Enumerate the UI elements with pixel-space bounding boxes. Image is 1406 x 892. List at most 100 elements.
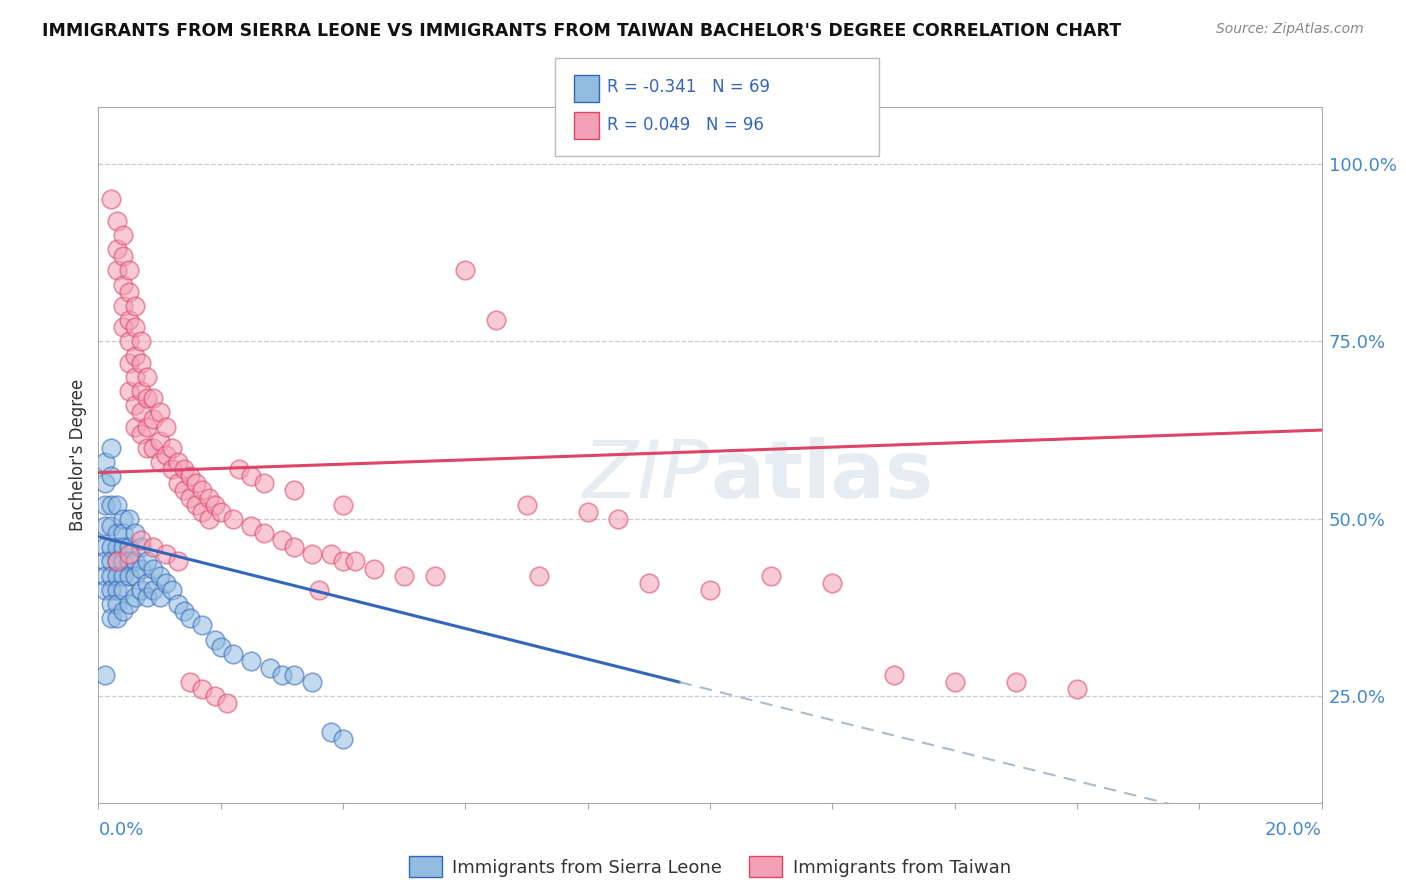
Point [308,582,330,597]
Point [93,554,115,568]
Point [173,604,195,618]
Point [93,668,115,682]
Point [252,476,274,491]
Point [179,675,201,690]
Point [392,568,416,582]
Point [332,498,354,512]
Point [124,299,146,313]
Point [136,554,159,568]
Point [179,611,201,625]
Point [111,227,134,242]
Point [118,334,141,349]
Point [186,498,208,512]
Point [124,554,146,568]
Point [118,263,141,277]
Point [129,334,152,349]
Point [111,249,134,263]
Point [576,505,599,519]
Point [197,512,219,526]
Point [111,554,134,568]
Point [111,277,134,292]
Point [118,313,141,327]
Point [136,575,159,590]
Point [129,426,152,441]
Point [179,491,201,505]
Point [136,441,159,455]
Point [160,462,183,476]
Point [129,356,152,370]
Point [240,654,263,668]
Point [155,448,177,462]
Point [637,575,661,590]
Point [454,263,477,277]
Point [105,568,128,582]
Point [93,519,115,533]
Point [93,540,115,554]
Point [105,498,128,512]
Point [111,512,134,526]
Point [167,476,190,491]
Point [191,483,214,498]
Point [204,690,226,704]
Point [149,434,172,448]
Point [129,561,152,575]
Point [129,533,152,548]
Point [124,369,146,384]
Point [943,675,966,690]
Text: R = -0.341   N = 69: R = -0.341 N = 69 [607,78,770,96]
Point [759,568,782,582]
Point [186,476,208,491]
Text: ZIP: ZIP [582,437,710,515]
Y-axis label: Bachelor's Degree: Bachelor's Degree [69,379,87,531]
Point [129,582,152,597]
Point [167,597,190,611]
Point [155,575,177,590]
Point [821,575,844,590]
Point [191,505,214,519]
Point [124,568,146,582]
Point [124,419,146,434]
Point [136,391,159,405]
Point [93,568,115,582]
Point [167,455,190,469]
Text: 20.0%: 20.0% [1265,821,1322,838]
Point [167,554,190,568]
Point [1066,682,1088,697]
Point [191,618,214,632]
Point [111,526,134,541]
Point [283,483,305,498]
Point [105,597,128,611]
Point [129,540,152,554]
Point [136,369,159,384]
Point [173,462,195,476]
Point [100,519,122,533]
Point [118,597,141,611]
Point [111,582,134,597]
Point [222,512,245,526]
Point [1004,675,1026,690]
Point [118,356,141,370]
Point [93,455,115,469]
Point [129,384,152,398]
Text: atlas: atlas [710,437,934,515]
Point [105,554,128,568]
Point [111,568,134,582]
Point [111,299,134,313]
Point [129,405,152,419]
Point [124,349,146,363]
Point [93,498,115,512]
Point [142,391,165,405]
Point [136,590,159,604]
Point [105,582,128,597]
Point [301,547,323,561]
Point [149,590,172,604]
Point [105,263,128,277]
Point [142,582,165,597]
Point [124,320,146,334]
Point [222,647,245,661]
Point [155,419,177,434]
Point [516,498,538,512]
Point [142,412,165,426]
Point [136,419,159,434]
Point [179,469,201,483]
